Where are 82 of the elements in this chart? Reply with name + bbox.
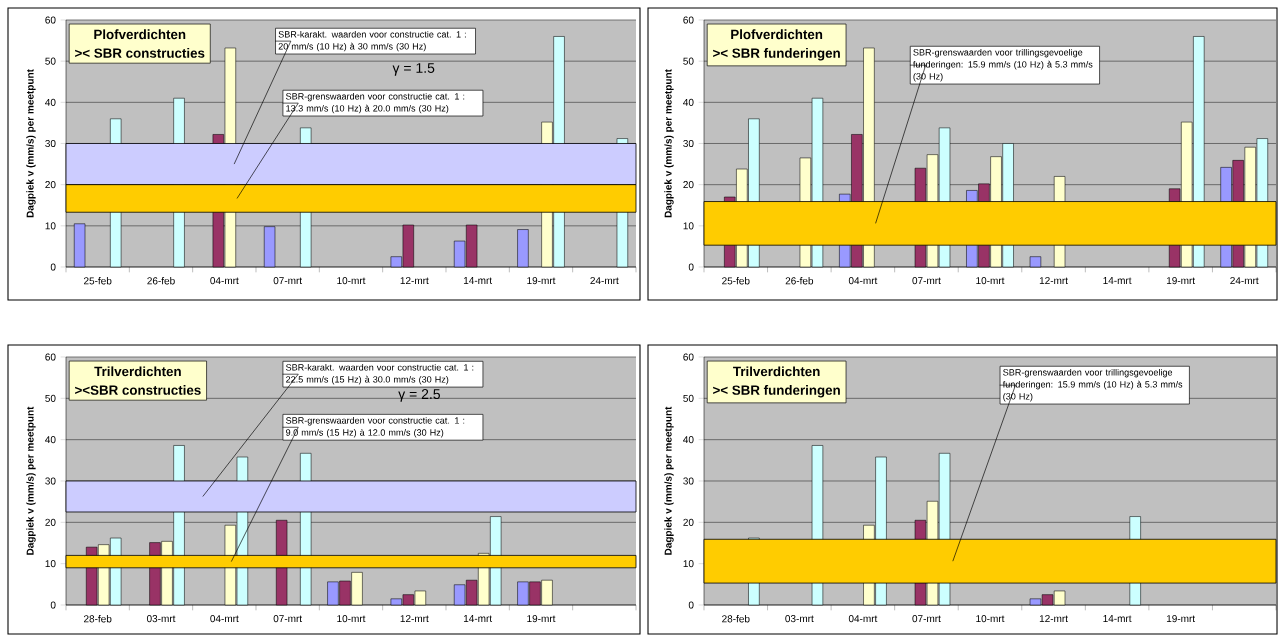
y-tick-label: 10 xyxy=(683,222,694,230)
y-tick-label: 20 xyxy=(45,181,56,189)
band-label: SBR-karakt. waarden voor constructie cat. 1 : 22.5 mm/s (15 Hz) à 30.0 mm/s (30 Hz) xyxy=(286,363,474,385)
x-tick-label: 10-mrt xyxy=(976,615,1005,623)
y-tick-label: 0 xyxy=(688,263,694,271)
text: >< SBR funderingen xyxy=(713,48,840,61)
x-tick-label: 04-mrt xyxy=(210,615,239,623)
x-tick-label: 14-mrt xyxy=(1103,615,1132,623)
x-tick-label: 14-mrt xyxy=(1103,277,1132,284)
annotation: γ = 1.5 xyxy=(392,63,435,76)
x-tick-label: 03-mrt xyxy=(146,615,176,623)
x-tick-label: 12-mrt xyxy=(400,277,429,285)
band-label: SBR-grenswaarden voor constructie cat. 1 : 9.0 mm/s (15 Hz) à 12.0 mm/s (30 Hz) xyxy=(286,417,465,438)
y-tick-label: 30 xyxy=(683,477,694,485)
x-tick-label: 07-mrt xyxy=(273,277,303,285)
band-label: SBR-grenswaarden voor trillingsgevoelige funderingen: 15.9 mm/s (10 Hz) à 5.3 mm/s (30 Hz) xyxy=(913,48,1093,82)
x-tick-label: 25-feb xyxy=(722,277,750,285)
text: Trilverdichten xyxy=(733,366,820,377)
y-tick-label: 10 xyxy=(45,560,56,568)
band-label: SBR-grenswaarden voor constructie cat. 1 : 13.3 mm/s (10 Hz) à 20.0 mm/s (30 Hz) xyxy=(286,92,465,114)
y-axis-title: Dagpiek v (mm/s) per meetpunt xyxy=(26,69,36,218)
x-tick-label: 14-mrt xyxy=(463,615,493,623)
x-tick-label: 19-mrt xyxy=(1166,277,1196,285)
text: >< SBR constructies xyxy=(75,48,205,58)
x-tick-label: 12-mrt xyxy=(1039,615,1068,623)
y-tick-label: 60 xyxy=(683,353,694,361)
x-tick-label: 12-mrt xyxy=(1039,277,1068,285)
y-tick-label: 60 xyxy=(45,16,56,24)
x-tick-label: 04-mrt xyxy=(848,277,878,285)
y-tick-label: 40 xyxy=(683,436,694,444)
x-tick-label: 24-mrt xyxy=(1230,277,1259,285)
x-tick-label: 25-feb xyxy=(83,277,112,285)
y-tick-label: 60 xyxy=(45,353,56,361)
y-tick-label: 20 xyxy=(45,518,56,526)
y-tick-label: 20 xyxy=(683,518,694,526)
x-tick-label: 07-mrt xyxy=(273,615,303,623)
y-tick-label: 40 xyxy=(45,98,56,106)
x-tick-label: 28-feb xyxy=(722,615,750,623)
text: >< SBR funderingen xyxy=(713,385,840,398)
y-tick-label: 10 xyxy=(45,222,56,230)
y-tick-label: 0 xyxy=(50,601,56,609)
x-tick-label: 28-feb xyxy=(83,615,112,623)
x-tick-label: 10-mrt xyxy=(337,277,366,285)
x-tick-label: 12-mrt xyxy=(400,615,429,623)
y-tick-label: 30 xyxy=(683,139,694,148)
y-tick-label: 50 xyxy=(45,394,56,402)
y-axis-title: Dagpiek v (mm/s) per meetpunt xyxy=(26,406,36,555)
y-tick-label: 60 xyxy=(683,16,694,24)
band-label: SBR-grenswaarden voor trillingsgevoelige funderingen: 15.9 mm/s (10 Hz) à 5.3 mm/s (30 Hz) xyxy=(1002,368,1183,402)
y-tick-label: 50 xyxy=(683,57,694,65)
text: ><SBR constructies xyxy=(75,385,201,395)
band-label: SBR-karakt. waarden voor constructie cat. 1 : 20 mm/s (10 Hz) à 30 mm/s (30 Hz) xyxy=(278,30,466,52)
y-axis-title: Dagpiek v (mm/s) per meetpunt xyxy=(664,69,674,218)
x-tick-label: 14-mrt xyxy=(463,277,493,284)
y-tick-label: 10 xyxy=(683,560,694,568)
annotation: γ = 2.5 xyxy=(398,389,440,402)
text: Trilverdichten xyxy=(94,366,181,377)
x-tick-label: 07-mrt xyxy=(912,277,941,285)
y-tick-label: 0 xyxy=(688,601,694,609)
x-tick-label: 10-mrt xyxy=(976,277,1005,285)
x-tick-label: 10-mrt xyxy=(337,615,366,623)
y-tick-label: 30 xyxy=(45,139,56,148)
x-tick-label: 26-feb xyxy=(147,277,175,285)
text: Plofverdichten xyxy=(731,29,823,40)
x-tick-label: 26-feb xyxy=(785,277,814,285)
x-tick-label: 19-mrt xyxy=(527,277,556,285)
y-tick-label: 50 xyxy=(683,394,694,402)
y-tick-label: 0 xyxy=(50,263,56,271)
x-tick-label: 19-mrt xyxy=(527,615,556,623)
x-tick-label: 03-mrt xyxy=(785,615,814,623)
x-tick-label: 19-mrt xyxy=(1166,615,1196,623)
x-tick-label: 07-mrt xyxy=(912,615,941,623)
y-tick-label: 40 xyxy=(683,98,694,106)
y-tick-label: 40 xyxy=(45,436,56,444)
text: Plofverdichten xyxy=(94,29,186,40)
x-tick-label: 04-mrt xyxy=(210,277,239,285)
y-tick-label: 50 xyxy=(45,57,56,65)
y-axis-title: Dagpiek v (mm/s) per meetpunt xyxy=(664,406,674,555)
y-tick-label: 30 xyxy=(45,477,56,485)
x-tick-label: 24-mrt xyxy=(590,277,619,285)
x-tick-label: 04-mrt xyxy=(848,615,878,623)
y-tick-label: 20 xyxy=(683,181,694,189)
